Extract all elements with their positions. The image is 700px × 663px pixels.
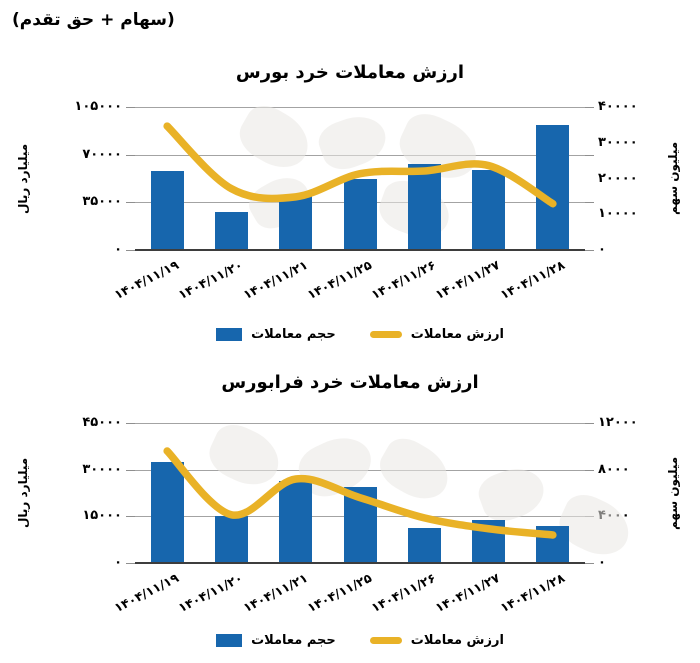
bar-series-label: حجم معاملات	[251, 632, 336, 648]
line-series-label: ارزش معاملات	[410, 326, 504, 342]
gridline	[135, 107, 585, 108]
right-axis-tick	[585, 107, 594, 108]
left-axis-label: ۴۵۰۰۰	[82, 415, 122, 430]
right-axis-label: ۰	[598, 242, 606, 257]
x-axis-label: ۱۴۰۴/۱۱/۲۵	[304, 257, 374, 303]
line-series-swatch	[369, 636, 402, 644]
volume-bar	[150, 461, 184, 563]
chart-legend: حجم معاملات ارزش معاملات	[135, 325, 585, 343]
header-note: (سهام + حق تقدم)	[12, 10, 175, 30]
x-axis-label: ۱۴۰۴/۱۱/۲۰	[175, 570, 246, 616]
volume-bar	[407, 528, 441, 563]
x-axis-label: ۱۴۰۴/۱۱/۲۶	[368, 257, 439, 303]
bar-series-swatch	[216, 327, 243, 341]
right-axis-label: ۱۲۰۰۰	[598, 415, 638, 430]
right-axis-tick	[585, 250, 594, 251]
watermark-shape	[313, 108, 393, 176]
right-axis-label: ۳۰۰۰۰	[598, 134, 638, 150]
right-axis-label: ۱۰۰۰۰	[598, 206, 638, 222]
left-axis-label: ۱۵۰۰۰	[82, 508, 122, 524]
left-axis-tick	[126, 107, 135, 108]
x-axis-label: ۱۴۰۴/۱۱/۲۶	[368, 570, 439, 616]
right-axis-label: ۲۰۰۰۰	[598, 170, 638, 186]
chart-title: ارزش معاملات خرد فرابورس	[221, 372, 479, 393]
left-axis-label: ۳۰۰۰۰	[82, 461, 122, 477]
left-axis-tick	[126, 250, 135, 251]
watermark-shape	[202, 417, 288, 495]
left-axis-title: میلیارد ریال	[16, 457, 30, 529]
right-axis-label: ۰	[598, 555, 606, 570]
line-series-label: ارزش معاملات	[410, 632, 504, 648]
left-axis-tick	[126, 563, 135, 564]
left-axis-label: ۷۰۰۰۰	[82, 146, 122, 162]
bar-series-swatch	[216, 633, 243, 647]
x-axis-label: ۱۴۰۴/۱۱/۱۹	[111, 257, 181, 303]
volume-bar	[150, 171, 184, 250]
left-axis-tick	[126, 154, 135, 156]
left-axis-label: ۱۰۵۰۰۰	[74, 99, 122, 114]
x-axis-label: ۱۴۰۴/۱۱/۲۰	[175, 257, 246, 303]
watermark-shape	[231, 97, 319, 179]
left-axis-tick	[126, 516, 135, 518]
volume-bar	[279, 481, 313, 563]
right-axis-tick	[585, 423, 594, 424]
x-axis-label: ۱۴۰۴/۱۱/۲۸	[497, 257, 567, 303]
volume-bar	[536, 525, 570, 563]
x-axis-baseline	[135, 562, 585, 564]
x-axis-label: ۱۴۰۴/۱۱/۲۷	[433, 257, 503, 303]
right-axis-tick	[585, 563, 594, 564]
x-axis-label: ۱۴۰۴/۱۱/۱۹	[111, 570, 181, 616]
right-axis-tick	[585, 202, 594, 204]
left-axis-tick	[126, 423, 135, 424]
bar-series-label: حجم معاملات	[251, 326, 336, 342]
volume-bar	[343, 487, 377, 563]
x-axis-label: ۱۴۰۴/۱۱/۲۱	[240, 570, 310, 616]
right-axis-tick	[585, 154, 594, 156]
volume-bar	[343, 178, 377, 250]
right-axis-label: ۴۰۰۰۰	[598, 99, 638, 114]
right-axis-title: میلیون سهم	[666, 456, 680, 530]
left-axis-label: ۰	[114, 555, 122, 570]
right-axis-title: میلیون سهم	[666, 141, 680, 216]
chart-title: ارزش معاملات خرد بورس	[235, 62, 465, 83]
volume-bar	[536, 124, 570, 250]
left-axis-label: ۳۵۰۰۰	[82, 194, 122, 210]
x-axis-label: ۱۴۰۴/۱۱/۲۵	[304, 570, 374, 616]
x-axis-baseline	[135, 249, 585, 251]
line-series-swatch	[369, 330, 402, 338]
x-axis-label: ۱۴۰۴/۱۱/۲۱	[240, 257, 310, 303]
left-axis-title: میلیارد ریال	[16, 143, 30, 214]
volume-bar	[472, 169, 506, 250]
volume-bar	[214, 212, 248, 250]
left-axis-tick	[126, 202, 135, 204]
volume-bar	[214, 516, 248, 563]
right-axis-tick	[585, 469, 594, 471]
x-axis-label: ۱۴۰۴/۱۱/۲۸	[497, 570, 567, 616]
volume-bar	[407, 164, 441, 250]
left-axis-label: ۰	[114, 242, 122, 257]
x-axis-label: ۱۴۰۴/۱۱/۲۷	[433, 570, 503, 616]
left-axis-tick	[126, 469, 135, 471]
volume-bar	[279, 196, 313, 250]
chart-legend: حجم معاملات ارزش معاملات	[135, 631, 585, 649]
right-axis-label: ۸۰۰۰	[598, 461, 630, 477]
watermark-shape	[372, 430, 458, 510]
gridline	[135, 423, 585, 424]
volume-bar	[472, 519, 506, 563]
